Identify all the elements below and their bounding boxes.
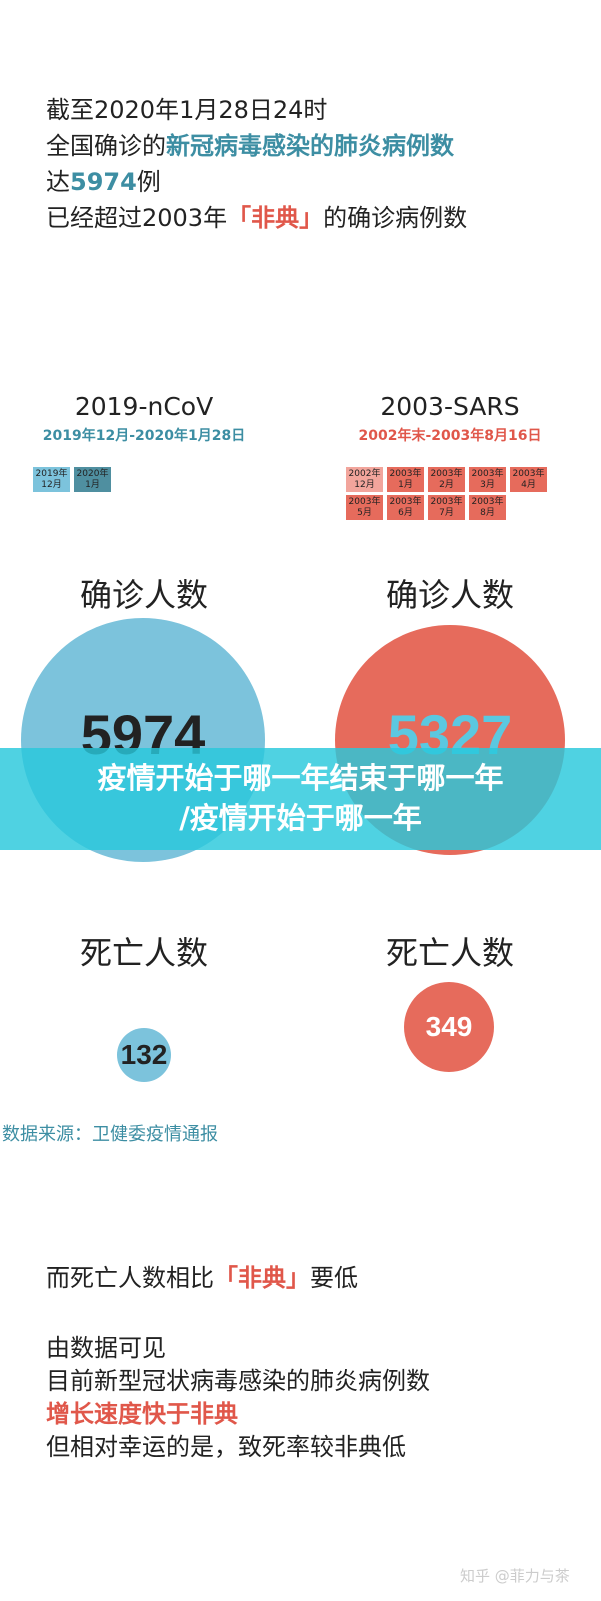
outro-line: 由数据可见 — [46, 1334, 166, 1362]
outro-line: 而死亡人数相比「非典」要低 — [46, 1264, 358, 1292]
ncov-deaths-label: 死亡人数 — [79, 934, 208, 972]
month-cell: 2002年 12月 — [346, 467, 383, 492]
month-cell: 2019年 12月 — [33, 467, 70, 492]
intro-line: 达5974例 — [46, 168, 161, 196]
intro-line: 已经超过2003年「非典」的确诊病例数 — [46, 204, 468, 232]
month-cell: 2003年 1月 — [387, 467, 424, 492]
outro-text: 由数据可见 目前新型冠状病毒感染的肺炎病例数 增长速度快于非典 但相对幸运的是，… — [46, 1332, 430, 1464]
watermark: 知乎 @菲力与茶 — [460, 1567, 570, 1585]
sars-deaths-label: 死亡人数 — [385, 934, 514, 972]
month-cell: 2003年 2月 — [428, 467, 465, 492]
month-cell: 2020年 1月 — [74, 467, 111, 492]
sars-title: 2003-SARS — [380, 392, 520, 421]
month-cell: 2003年 7月 — [428, 495, 465, 520]
month-cell: 2003年 8月 — [469, 495, 506, 520]
month-cell: 2003年 3月 — [469, 467, 506, 492]
intro-line: 截至2020年1月28日24时 — [46, 96, 328, 124]
ncov-title: 2019-nCoV — [74, 392, 214, 421]
banner-title-line: /疫情开始于哪一年 — [179, 801, 422, 835]
data-source: 数据来源：卫健委疫情通报 — [2, 1124, 218, 1145]
outro-highlight: 增长速度快于非典 — [46, 1400, 238, 1428]
month-cell: 2003年 5月 — [346, 495, 383, 520]
sars-deaths-circle: 349 — [404, 982, 494, 1072]
month-cell: 2003年 4月 — [510, 467, 547, 492]
sars-confirmed-label: 确诊人数 — [385, 576, 514, 614]
ncov-confirmed-label: 确诊人数 — [79, 576, 208, 614]
outro-line: 目前新型冠状病毒感染的肺炎病例数 — [46, 1367, 430, 1395]
ncov-range: 2019年12月-2020年1月28日 — [42, 428, 246, 444]
month-cell: 2003年 6月 — [387, 495, 424, 520]
intro-text: 截至2020年1月28日24时 全国确诊的新冠病毒感染的肺炎病例数 达5974例… — [46, 92, 467, 236]
intro-line: 全国确诊的新冠病毒感染的肺炎病例数 — [46, 132, 454, 160]
ncov-deaths-circle: 132 — [117, 1028, 171, 1082]
outro-line: 但相对幸运的是，致死率较非典低 — [46, 1433, 406, 1461]
banner-title-line: 疫情开始于哪一年结束于哪一年 — [97, 761, 504, 795]
sars-range: 2002年末-2003年8月16日 — [358, 428, 542, 444]
title-banner: 疫情开始于哪一年结束于哪一年 /疫情开始于哪一年 — [0, 748, 601, 850]
